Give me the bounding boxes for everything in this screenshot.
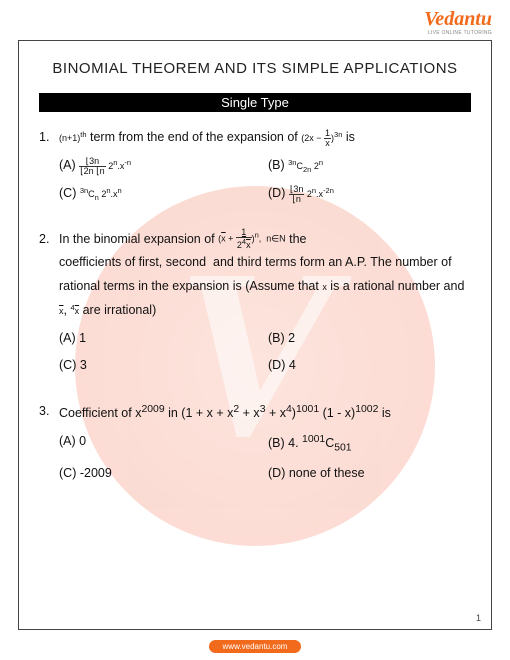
- option-label: (C): [59, 186, 80, 200]
- footer: www.vedantu.com: [0, 636, 510, 654]
- math-expr: 3nC2n 2n: [288, 161, 323, 171]
- question-2: 2. In the binomial expansion of (x + 124…: [39, 228, 471, 379]
- option-label: (B): [268, 158, 288, 172]
- math-expr: ⌊3n⌊n 2n.x-2n: [289, 189, 334, 199]
- page-content: BINOMIAL THEOREM AND ITS SIMPLE APPLICAT…: [19, 41, 491, 516]
- math-expr: (x + 124x)n, n∈N: [218, 228, 285, 250]
- options-grid: (A) 1 (B) 2 (C) 3 (D) 4: [59, 327, 471, 379]
- option-c: (C) 3nCn 2n.xn: [59, 182, 262, 206]
- option-d: (D) ⌊3n⌊n 2n.x-2n: [268, 182, 471, 206]
- question-body: In the binomial expansion of (x + 124x)n…: [59, 228, 471, 379]
- question-text: In the binomial expansion of: [59, 232, 218, 246]
- option-a: (A) ⌊3n⌊2n ⌊n 2n.x-n: [59, 154, 262, 178]
- option-a: (A) 1: [59, 327, 262, 351]
- option-b: (B) 4. 1001C501: [268, 430, 471, 458]
- question-number: 2.: [39, 228, 59, 379]
- options-grid: (A) 0 (B) 4. 1001C501 (C) -2009 (D) none…: [59, 430, 471, 486]
- option-d: (D) none of these: [268, 462, 471, 486]
- math-expr: 3nCn 2n.xn: [80, 189, 122, 199]
- option-c: (C) 3: [59, 354, 262, 378]
- option-d: (D) 4: [268, 354, 471, 378]
- page-number: 1: [476, 613, 481, 623]
- question-text: is: [342, 130, 355, 144]
- question-number: 1.: [39, 126, 59, 205]
- option-label: (D): [268, 186, 289, 200]
- question-text: Coefficient of x2009 in (1 + x + x2 + x3…: [59, 406, 391, 420]
- question-body: (n+1)th term from the end of the expansi…: [59, 126, 471, 205]
- math-expr: (2x − 1x)3n: [301, 128, 342, 148]
- question-text: term from the end of the expansion of: [87, 130, 302, 144]
- question-text: the: [286, 232, 307, 246]
- page-title: BINOMIAL THEOREM AND ITS SIMPLE APPLICAT…: [39, 59, 471, 79]
- brand-logo: Vedantu: [424, 8, 492, 31]
- document-page: V BINOMIAL THEOREM AND ITS SIMPLE APPLIC…: [18, 40, 492, 630]
- options-grid: (A) ⌊3n⌊2n ⌊n 2n.x-n (B) 3nC2n 2n (C) 3n…: [59, 154, 471, 206]
- math-expr: (n+1)th: [59, 133, 87, 143]
- option-a: (A) 0: [59, 430, 262, 458]
- footer-url: www.vedantu.com: [209, 640, 302, 653]
- question-1: 1. (n+1)th term from the end of the expa…: [39, 126, 471, 205]
- question-3: 3. Coefficient of x2009 in (1 + x + x2 +…: [39, 400, 471, 486]
- option-label: (A): [59, 158, 79, 172]
- question-continuation: coefficients of first, second and third …: [59, 251, 471, 322]
- option-c: (C) -2009: [59, 462, 262, 486]
- section-header: Single Type: [39, 93, 471, 112]
- brand-tagline: LIVE ONLINE TUTORING: [428, 30, 492, 36]
- option-b: (B) 2: [268, 327, 471, 351]
- math-expr: ⌊3n⌊2n ⌊n 2n.x-n: [79, 161, 131, 171]
- question-body: Coefficient of x2009 in (1 + x + x2 + x3…: [59, 400, 471, 486]
- question-number: 3.: [39, 400, 59, 486]
- option-b: (B) 3nC2n 2n: [268, 154, 471, 178]
